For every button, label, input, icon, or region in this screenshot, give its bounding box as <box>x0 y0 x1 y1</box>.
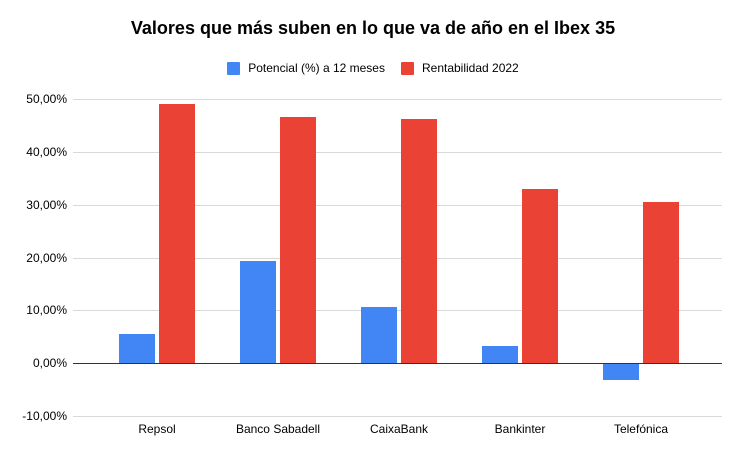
legend-label: Rentabilidad 2022 <box>421 61 519 75</box>
gridline-20 <box>73 258 722 259</box>
legend-swatch-icon <box>400 61 414 75</box>
bar-bankinter-potencial-a-12-meses[interactable] <box>482 346 518 364</box>
x-axis-line <box>73 363 722 364</box>
bar-repsol-rentabilidad-2022[interactable] <box>159 104 195 364</box>
y-tick-label: 20,00% <box>26 250 67 265</box>
x-category-label-caixabank: CaixaBank <box>369 422 429 436</box>
y-tick-label: 10,00% <box>26 303 67 318</box>
bar-caixabank-rentabilidad-2022[interactable] <box>401 119 437 364</box>
y-tick-label: 40,00% <box>26 144 67 159</box>
x-category-label-banco-sabadell: Banco Sabadell <box>235 422 321 436</box>
y-tick-label: 0,00% <box>32 356 67 371</box>
x-category-label-repsol: Repsol <box>138 422 176 436</box>
gridline--10 <box>73 416 722 417</box>
gridline-40 <box>73 152 722 153</box>
bar-banco-sabadell-rentabilidad-2022[interactable] <box>280 117 316 364</box>
chart-title: Valores que más suben en lo que va de añ… <box>130 18 616 38</box>
legend-item-rentabilidad-2022[interactable]: Rentabilidad 2022 <box>400 61 519 75</box>
legend-label: Potencial (%) a 12 meses <box>248 61 385 75</box>
legend-swatch-icon <box>227 61 241 75</box>
bar-telefonica-rentabilidad-2022[interactable] <box>643 202 679 364</box>
plot-area <box>73 99 722 417</box>
legend-item-potencial-a-12-meses[interactable]: Potencial (%) a 12 meses <box>227 61 385 75</box>
bar-caixabank-potencial-a-12-meses[interactable] <box>361 306 397 364</box>
y-tick-label: 30,00% <box>26 197 67 212</box>
bar-banco-sabadell-potencial-a-12-meses[interactable] <box>240 260 276 364</box>
gridline-50 <box>73 99 722 100</box>
y-tick-label: -10,00% <box>22 409 67 423</box>
x-category-label-bankinter: Bankinter <box>494 422 546 436</box>
bar-telefonica-potencial-a-12-meses[interactable] <box>603 364 639 380</box>
y-tick-label: 50,00% <box>26 92 67 106</box>
bar-bankinter-rentabilidad-2022[interactable] <box>522 188 558 364</box>
bar-repsol-potencial-a-12-meses[interactable] <box>119 334 155 364</box>
chart-legend: Potencial (%) a 12 meses Rentabilidad 202… <box>0 61 746 75</box>
gridline-30 <box>73 205 722 206</box>
gridline-10 <box>73 310 722 311</box>
x-category-label-telefonica: Telefónica <box>613 422 669 436</box>
